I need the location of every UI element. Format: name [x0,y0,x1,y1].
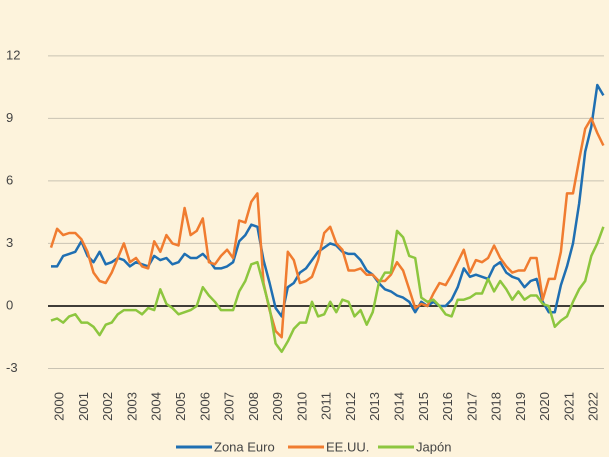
x-tick-label: 2003 [124,392,139,421]
legend-label: EE.UU. [326,439,369,454]
x-tick-label: 2018 [489,392,504,421]
x-tick-label: 2012 [343,392,358,421]
y-tick-label: 3 [6,235,13,250]
y-tick-label: 6 [6,172,13,187]
x-tick-label: 2010 [294,392,309,421]
x-tick-label: 2013 [367,392,382,421]
legend-label: Zona Euro [214,439,275,454]
x-tick-label: 2002 [100,392,115,421]
x-tick-label: 2000 [52,392,67,421]
x-tick-label: 2017 [464,392,479,421]
x-tick-label: 2022 [586,392,601,421]
legend-label: Japón [416,439,451,454]
x-tick-label: 2014 [391,392,406,421]
x-tick-label: 2006 [197,392,212,421]
y-tick-label: 9 [6,110,13,125]
x-tick-label: 2007 [222,392,237,421]
series-line [49,117,605,339]
x-tick-label: 2019 [513,392,528,421]
x-tick-label: 2020 [537,392,552,421]
x-tick-label: 2009 [270,392,285,421]
y-tick-label: -3 [6,360,18,375]
series-line [50,226,605,354]
x-tick-label: 2016 [440,392,455,421]
x-tick-label: 2011 [319,392,334,420]
y-tick-label: 12 [6,47,20,62]
x-tick-label: 2004 [149,392,164,421]
series-line [51,83,605,318]
y-tick-label: 0 [6,297,13,312]
x-tick-label: 2005 [173,392,188,421]
x-tick-label: 2021 [561,392,576,421]
x-tick-label: 2001 [76,392,91,421]
x-tick-label: 2015 [416,392,431,421]
x-tick-label: 2008 [246,392,261,421]
